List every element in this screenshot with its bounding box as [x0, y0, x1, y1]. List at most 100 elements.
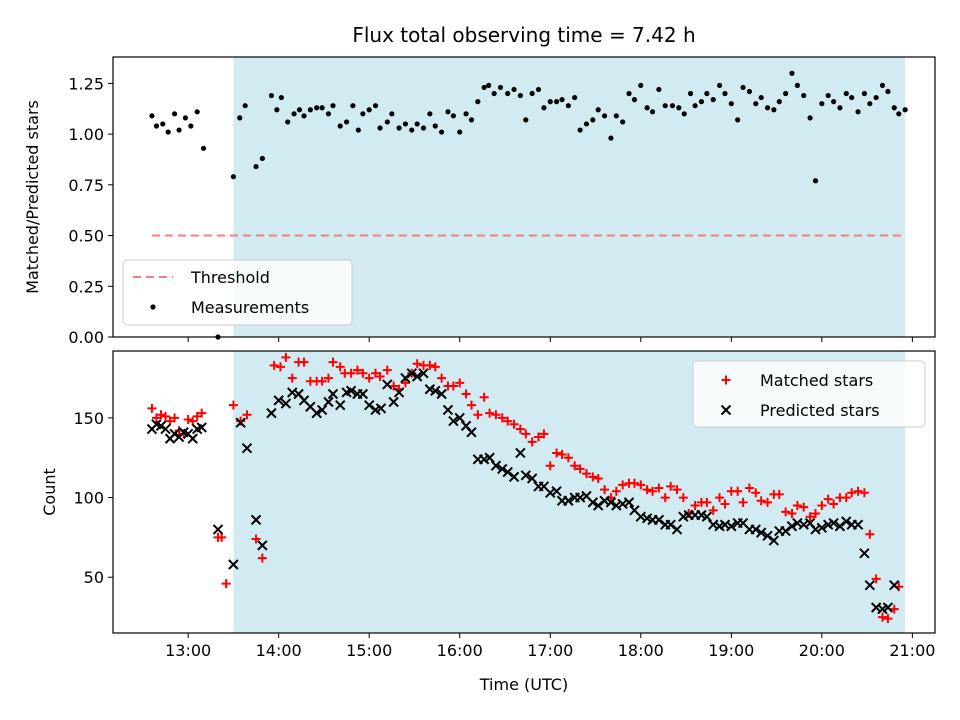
matched-star-point [287, 373, 297, 383]
predicted-star-point [563, 495, 574, 506]
matched-star-point [328, 357, 338, 367]
measurement-point [497, 84, 504, 91]
measurement-point [704, 90, 710, 97]
matched-star-point [251, 534, 261, 544]
measurement-point [885, 88, 891, 95]
predicted-star-point [889, 579, 900, 591]
y-tick-label: 150 [73, 409, 104, 428]
measurement-point [819, 101, 825, 107]
measurement-point [753, 101, 759, 107]
predicted-star-point [280, 398, 292, 409]
predicted-star-point [323, 396, 334, 408]
x-tick-label: 13:00 [165, 641, 211, 660]
measurement-point [662, 103, 668, 109]
measurement-point [794, 82, 800, 89]
predicted-star-point [375, 403, 387, 414]
matched-star-point [715, 493, 725, 503]
measurement-point [427, 111, 433, 117]
measurement-point [681, 111, 687, 117]
measurement-point [831, 99, 837, 105]
measurement-point [450, 113, 456, 119]
predicted-star-point [593, 500, 604, 511]
measurement-point [649, 109, 656, 115]
matched-star-point [299, 357, 309, 367]
matched-star-point [751, 488, 761, 498]
measurement-point [583, 121, 590, 127]
matched-star-point [364, 373, 374, 383]
matched-star-point [197, 408, 207, 418]
predicted-star-point [327, 388, 339, 400]
matched-star-point [151, 413, 161, 423]
measurement-point [409, 127, 415, 133]
matched-star-point [853, 486, 863, 496]
matched-star-point [787, 509, 797, 519]
predicted-star-point [852, 519, 864, 530]
predicted-star-point [828, 517, 839, 529]
measurement-point [867, 101, 873, 107]
measurement-point [801, 92, 807, 99]
x-tick-label: 14:00 [256, 641, 302, 660]
predicted-star-point [786, 521, 798, 532]
matched-star-point [841, 493, 851, 503]
predicted-star-point [273, 395, 284, 406]
matched-star-point [811, 509, 821, 519]
measurement-point [200, 145, 207, 151]
predicted-star-point [400, 372, 411, 384]
matched-star-point [720, 499, 730, 509]
x-tick-label: 17:00 [527, 641, 573, 660]
matched-star-point [503, 416, 513, 426]
predicted-star-point [335, 399, 346, 411]
measurement-point [855, 109, 861, 115]
legend-predicted-label: Predicted stars [760, 401, 880, 420]
legend-box [692, 360, 926, 428]
predicted-star-point [526, 473, 538, 484]
matched-star-point [618, 480, 628, 490]
measurement-point [728, 101, 734, 107]
chart-title: Flux total observing time = 7.42 h [352, 23, 695, 47]
predicted-star-point [257, 540, 268, 551]
measurement-point [735, 117, 741, 123]
measurement-point [837, 105, 843, 111]
measurement-point [314, 105, 320, 111]
matched-star-point [588, 472, 598, 482]
x-tick-label: 15:00 [346, 641, 392, 660]
matched-star-point [389, 381, 399, 391]
measurement-point [879, 82, 886, 89]
measurement-point [291, 111, 297, 117]
measurement-point [896, 111, 902, 117]
matched-star-point [575, 464, 585, 474]
measurement-point [771, 107, 777, 113]
predicted-star-point [418, 368, 429, 379]
measurement-point [631, 97, 638, 103]
matched-star-point [228, 400, 238, 410]
matched-star-point [448, 381, 458, 391]
measurement-point [337, 123, 343, 129]
matched-star-point [156, 410, 166, 420]
predicted-star-point [442, 404, 454, 416]
matched-star-point [400, 378, 410, 388]
measurement-point [511, 86, 517, 93]
measurement-point [572, 94, 578, 101]
matched-star-point [242, 410, 252, 420]
predicted-star-point [701, 511, 713, 522]
measurement-point [253, 163, 259, 170]
matched-star-point [799, 502, 809, 512]
x-tick-label: 16:00 [437, 641, 483, 660]
measurement-point [692, 103, 698, 109]
matched-star-point [889, 604, 899, 614]
measurement-point [194, 109, 200, 115]
measurement-point [601, 113, 608, 119]
legend-matched-swatch [721, 375, 731, 385]
measurement-point [764, 105, 771, 111]
matched-star-point [792, 501, 802, 511]
predicted-star-point [250, 514, 262, 526]
measurement-point [307, 107, 313, 113]
measurement-point [644, 105, 650, 111]
measurement-point [420, 125, 427, 131]
matched-star-point [425, 360, 435, 370]
measurement-point [350, 103, 356, 109]
matched-star-point [871, 574, 881, 584]
predicted-star-point [382, 379, 393, 390]
plot-frame [112, 56, 936, 338]
predicted-star-point [411, 371, 423, 382]
